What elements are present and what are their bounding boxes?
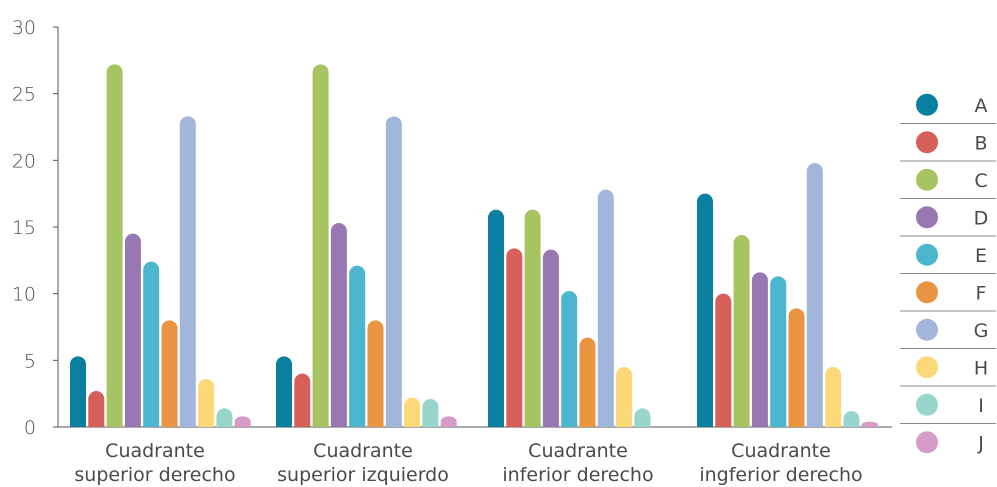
legend-swatch-g	[916, 318, 938, 341]
legend-label: H	[974, 357, 988, 379]
bar-h-group-2	[404, 397, 421, 427]
bar-a-group-4	[697, 193, 713, 427]
y-tick-label: 5	[24, 350, 36, 372]
legend-swatch-e	[916, 243, 938, 266]
bar-b-group-4	[715, 293, 732, 427]
bar-c-group-2	[312, 64, 329, 427]
bar-i-group-3	[634, 408, 651, 427]
legend-label: B	[974, 132, 987, 154]
bar-f-group-3	[579, 337, 596, 427]
bar-h-group-3	[616, 367, 633, 427]
bar-f-group-2	[367, 320, 384, 427]
bar-e-group-4	[770, 276, 787, 427]
legend-swatch-f	[916, 281, 938, 304]
legend-swatch-h	[916, 356, 938, 379]
legend-label: I	[978, 395, 984, 417]
legend-label: F	[976, 282, 987, 304]
category-label: Cuadrante	[105, 440, 205, 462]
bar-j-group-1	[234, 416, 251, 427]
bar-d-group-3	[542, 249, 559, 427]
bar-g-group-2	[385, 116, 402, 427]
legend-label: E	[975, 245, 987, 267]
legend-swatch-c	[916, 168, 938, 191]
bar-d-group-1	[124, 233, 141, 427]
legend-swatch-i	[916, 393, 938, 416]
bar-g-group-3	[597, 189, 614, 427]
bar-i-group-1	[216, 408, 233, 427]
bar-e-group-3	[561, 291, 578, 427]
y-tick-label: 10	[12, 284, 36, 306]
bar-e-group-1	[143, 261, 160, 427]
bar-d-group-2	[330, 223, 347, 427]
category-label: superior izquierdo	[277, 464, 449, 486]
legend-label: C	[974, 170, 987, 192]
bar-f-group-4	[788, 308, 805, 427]
bar-g-group-1	[179, 116, 196, 427]
legend-swatch-b	[916, 131, 938, 154]
category-label: Cuadrante	[731, 440, 831, 462]
bar-j-group-2	[440, 416, 457, 427]
bar-e-group-2	[349, 265, 366, 427]
bar-f-group-1	[161, 320, 178, 427]
category-label: inferior derecho	[502, 464, 653, 486]
bar-d-group-4	[751, 272, 768, 427]
bar-i-group-4	[843, 411, 860, 427]
legend-label: D	[974, 207, 989, 229]
y-tick-label: 25	[12, 84, 36, 106]
bar-i-group-2	[422, 399, 439, 427]
bar-g-group-4	[806, 163, 823, 427]
y-tick-label: 0	[24, 417, 36, 439]
category-label: Cuadrante	[528, 440, 628, 462]
y-tick-label: 15	[12, 217, 36, 239]
bar-h-group-4	[825, 367, 842, 427]
category-label: ingferior derecho	[699, 464, 862, 486]
bar-a-group-2	[276, 356, 292, 427]
bar-a-group-3	[488, 209, 504, 427]
bar-j-group-4	[861, 421, 878, 427]
bars	[70, 64, 878, 427]
bar-c-group-3	[524, 209, 541, 427]
legend-swatch-j	[916, 431, 938, 454]
bar-c-group-4	[733, 235, 750, 427]
category-label: superior derecho	[74, 464, 235, 486]
bar-b-group-1	[88, 391, 105, 427]
legend-label: J	[977, 432, 984, 454]
bar-b-group-2	[294, 373, 311, 427]
bar-a-group-1	[70, 356, 86, 427]
y-tick-label: 30	[12, 17, 36, 39]
legend-label: G	[974, 320, 989, 342]
legend-label: A	[975, 95, 988, 117]
y-axis: 0 5 10 15 20 25 30	[12, 17, 892, 439]
y-tick-label: 20	[12, 150, 36, 172]
bar-c-group-1	[106, 64, 123, 427]
legend-swatch-a	[916, 93, 938, 116]
bar-b-group-3	[506, 248, 523, 427]
bar-h-group-1	[198, 379, 215, 427]
legend-swatch-d	[916, 206, 938, 229]
category-label: Cuadrante	[313, 440, 413, 462]
